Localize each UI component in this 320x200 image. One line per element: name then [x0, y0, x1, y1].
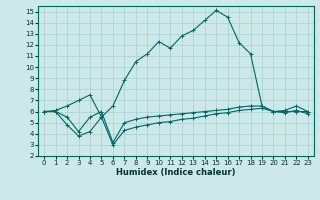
X-axis label: Humidex (Indice chaleur): Humidex (Indice chaleur): [116, 168, 236, 177]
